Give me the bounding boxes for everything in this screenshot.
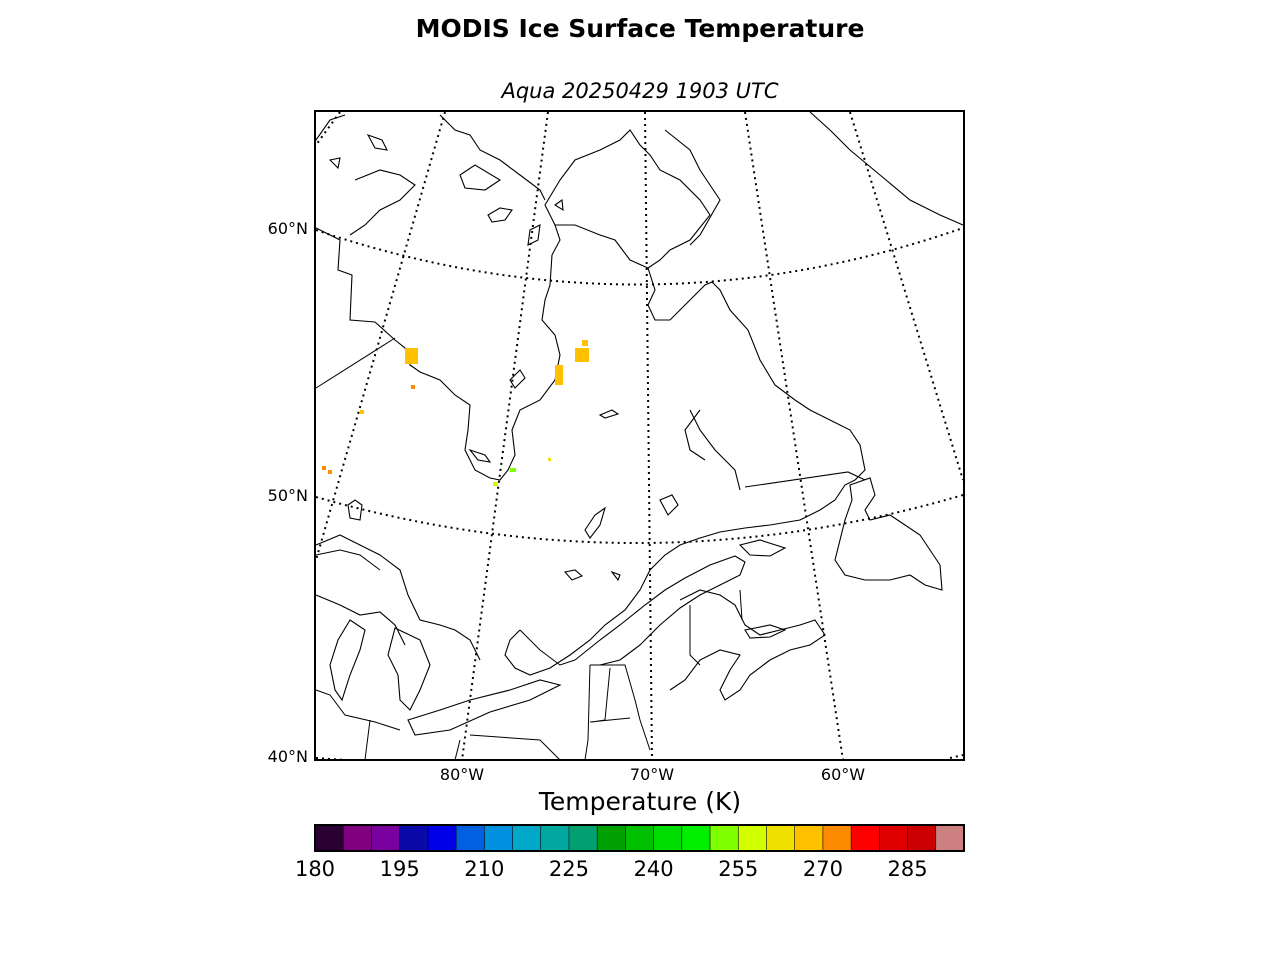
colorbar-swatch [879,824,909,852]
colorbar-swatch [850,824,881,852]
colorbar-swatch [568,824,599,852]
colorbar-tick-label: 240 [634,857,674,881]
colorbar-swatch [314,824,345,852]
colorbar-label: Temperature (K) [538,787,742,816]
lon-label-80w: 80°W [440,765,484,784]
colorbar-swatch [625,824,655,852]
colorbar-swatch [540,824,570,852]
colorbar-swatch [709,824,740,852]
colorbar-tick-label: 285 [888,857,928,881]
colorbar-swatch [455,824,486,852]
colorbar-tick-label: 225 [549,857,589,881]
colorbar-frame [314,824,965,852]
colorbar-swatch [822,824,853,852]
colorbar-tick-label: 255 [718,857,758,881]
lat-label-50: 50°N [268,486,308,505]
colorbar-swatch [512,824,542,852]
map-title: MODIS Ice Surface Temperature [415,14,865,43]
map-subtitle: Aqua 20250429 1903 UTC [501,79,779,103]
colorbar-swatch [483,824,514,852]
colorbar-tick-label: 180 [295,857,335,881]
colorbar-tick-label: 195 [380,857,420,881]
lat-label-40: 40°N [268,747,308,766]
colorbar-swatch [935,824,965,852]
colorbar-swatch [653,824,683,852]
colorbar-swatch [596,824,627,852]
colorbar-swatch [681,824,711,852]
colorbar-tick-label: 210 [464,857,504,881]
colorbar-swatch [766,824,796,852]
colorbar-swatch [371,824,401,852]
colorbar-swatch [737,824,768,852]
lon-label-60w: 60°W [821,765,865,784]
colorbar-swatch [399,824,429,852]
temperature-pixels [322,340,589,486]
colorbar-ticks: 180 195 210 225 240 255 270 285 [295,857,928,881]
colorbar-swatch [907,824,937,852]
colorbar-swatch [794,824,824,852]
colorbar-swatches [314,824,965,852]
political-borders [315,337,743,761]
map-frame [314,110,965,761]
lat-label-60: 60°N [268,219,308,238]
colorbar-swatch [342,824,373,852]
colorbar-swatch [427,824,457,852]
colorbar-tick-label: 270 [803,857,843,881]
lon-label-70w: 70°W [630,765,674,784]
coastlines [315,111,964,736]
